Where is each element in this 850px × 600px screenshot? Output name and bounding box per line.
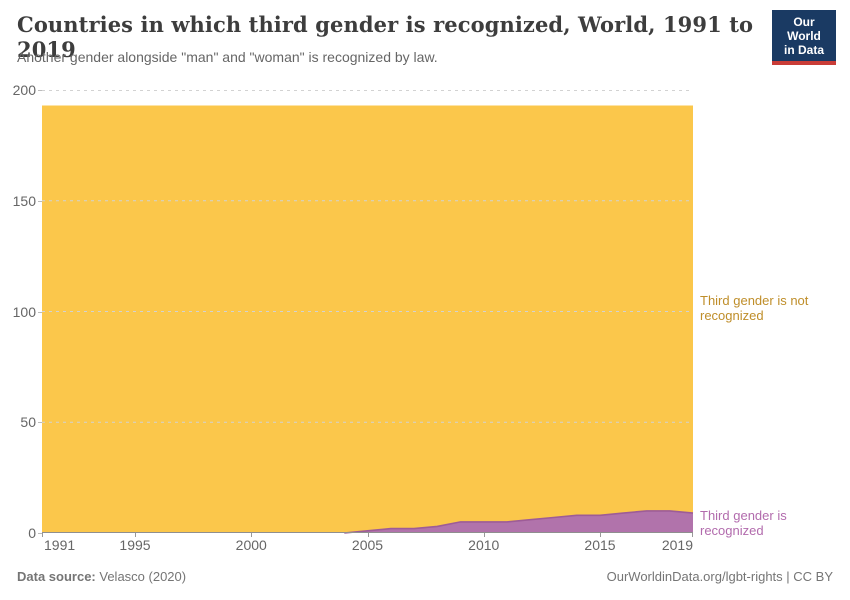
y-tick-label: 150: [12, 192, 36, 209]
data-source-value: Velasco (2020): [99, 569, 187, 584]
x-tick-label: 2015: [584, 537, 616, 553]
x-axis-labels: 1991 1995 2000 2005 2010 2015 2019: [42, 537, 693, 555]
x-tick-label: 1991: [44, 537, 76, 553]
x-tick-mark: [251, 533, 253, 537]
owid-logo[interactable]: Our World in Data: [772, 10, 836, 65]
x-tick-mark: [600, 533, 601, 537]
x-tick-label: 2010: [468, 537, 500, 553]
data-source-label: Data source:: [17, 569, 96, 584]
attribution-link[interactable]: OurWorldinData.org/lgbt-rights | CC BY: [606, 569, 833, 584]
y-tick-label: 200: [12, 82, 36, 98]
chart-footer: Data source: Velasco (2020) OurWorldinDa…: [17, 569, 833, 584]
stacked-area-plot[interactable]: [42, 90, 694, 538]
owid-logo-line1: Our World: [787, 15, 821, 43]
y-tick-label: 50: [20, 414, 36, 431]
y-axis-labels: 0 50 100 150 200: [0, 82, 36, 541]
x-tick-mark: [135, 533, 136, 537]
chart-subtitle: Another gender alongside "man" and "woma…: [17, 49, 438, 65]
y-tick-mark: [38, 311, 42, 313]
x-tick-label: 2000: [235, 537, 267, 553]
page-title: Countries in which third gender is recog…: [17, 12, 754, 62]
y-tick-mark: [38, 200, 42, 202]
x-tick-mark: [42, 533, 43, 537]
x-tick-mark: [483, 533, 485, 537]
y-tick-label: 100: [12, 303, 36, 320]
x-tick-mark: [367, 533, 369, 537]
x-tick-label: 1995: [119, 537, 151, 553]
y-tick-label: 0: [28, 525, 36, 541]
series-label-not-recognized: Third gender is not recognized: [700, 293, 809, 323]
series-label-recognized: Third gender is recognized: [700, 508, 787, 538]
y-tick-mark: [38, 422, 42, 424]
y-tick-mark: [38, 90, 42, 91]
owid-logo-line2: in Data: [783, 43, 824, 57]
x-tick-label: 2019: [661, 537, 693, 553]
y-tick-mark: [38, 533, 42, 534]
x-tick-mark: [692, 533, 693, 537]
x-tick-label: 2005: [351, 537, 384, 553]
data-source: Data source: Velasco (2020): [17, 569, 186, 584]
